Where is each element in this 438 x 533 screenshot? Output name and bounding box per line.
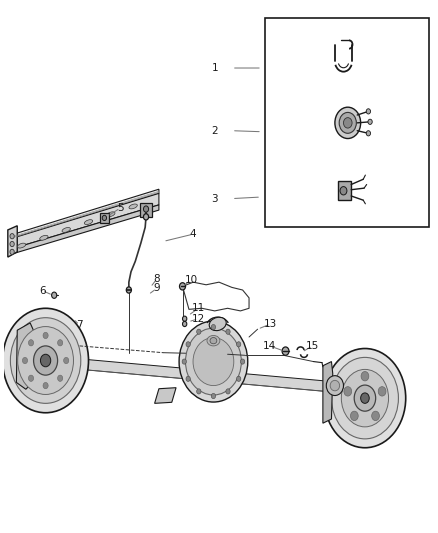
Circle shape	[102, 215, 106, 221]
Text: 2: 2	[212, 126, 218, 136]
Ellipse shape	[107, 212, 115, 217]
Ellipse shape	[40, 236, 48, 240]
Text: 12: 12	[192, 314, 205, 324]
Polygon shape	[14, 189, 159, 238]
Circle shape	[378, 386, 386, 396]
Ellipse shape	[330, 381, 339, 391]
Ellipse shape	[209, 317, 226, 330]
Circle shape	[211, 393, 215, 399]
Circle shape	[10, 233, 14, 239]
Circle shape	[282, 347, 289, 356]
Circle shape	[361, 372, 369, 381]
Circle shape	[237, 342, 241, 347]
Circle shape	[226, 389, 230, 394]
Text: 3: 3	[212, 193, 218, 204]
Circle shape	[144, 214, 148, 220]
Circle shape	[360, 393, 369, 403]
Circle shape	[366, 131, 371, 136]
Text: 10: 10	[184, 275, 198, 285]
Circle shape	[43, 383, 48, 389]
Text: 11: 11	[192, 303, 205, 313]
Ellipse shape	[186, 328, 241, 395]
Circle shape	[144, 206, 148, 212]
Circle shape	[186, 342, 190, 347]
Polygon shape	[14, 193, 159, 248]
Polygon shape	[52, 357, 331, 392]
Circle shape	[3, 308, 88, 413]
Text: 13: 13	[264, 319, 277, 329]
Circle shape	[126, 287, 131, 293]
Circle shape	[183, 321, 187, 327]
Circle shape	[57, 375, 63, 382]
Circle shape	[237, 376, 241, 382]
Circle shape	[372, 411, 379, 421]
Text: 6: 6	[39, 286, 46, 295]
Circle shape	[368, 119, 372, 124]
Ellipse shape	[207, 335, 220, 346]
Ellipse shape	[85, 220, 93, 224]
Text: 8: 8	[153, 274, 160, 284]
Circle shape	[350, 411, 358, 421]
Circle shape	[341, 369, 389, 427]
Circle shape	[226, 329, 230, 334]
Circle shape	[57, 340, 63, 346]
Ellipse shape	[179, 321, 248, 402]
Circle shape	[34, 346, 58, 375]
Circle shape	[28, 340, 34, 346]
Circle shape	[22, 358, 28, 364]
Circle shape	[11, 318, 81, 403]
Circle shape	[340, 187, 347, 195]
Circle shape	[332, 358, 399, 439]
Circle shape	[344, 386, 352, 396]
Circle shape	[10, 249, 14, 254]
Circle shape	[240, 359, 245, 364]
Polygon shape	[338, 181, 351, 200]
Circle shape	[28, 375, 34, 382]
Circle shape	[10, 241, 14, 247]
Circle shape	[197, 389, 201, 394]
Text: 9: 9	[153, 284, 160, 294]
Ellipse shape	[326, 376, 343, 395]
Circle shape	[182, 359, 187, 364]
Polygon shape	[16, 323, 35, 389]
Circle shape	[211, 325, 215, 330]
Circle shape	[64, 358, 69, 364]
Circle shape	[52, 292, 57, 298]
Polygon shape	[323, 361, 333, 423]
Text: 7: 7	[76, 320, 83, 330]
Polygon shape	[140, 203, 152, 217]
Ellipse shape	[210, 337, 217, 344]
Ellipse shape	[193, 337, 234, 385]
Text: 15: 15	[306, 341, 319, 351]
Polygon shape	[8, 226, 17, 257]
Bar	[265, 19, 429, 228]
Polygon shape	[14, 205, 159, 254]
Circle shape	[40, 354, 51, 367]
Circle shape	[180, 282, 186, 290]
Circle shape	[339, 112, 357, 133]
Text: 14: 14	[263, 341, 276, 351]
Polygon shape	[100, 213, 109, 223]
Text: 1: 1	[212, 63, 218, 73]
Circle shape	[197, 329, 201, 334]
Ellipse shape	[18, 243, 26, 248]
Circle shape	[18, 327, 74, 394]
Text: 5: 5	[117, 203, 124, 213]
Ellipse shape	[62, 228, 71, 232]
Circle shape	[354, 385, 376, 411]
Circle shape	[366, 109, 371, 114]
Circle shape	[186, 376, 190, 382]
Polygon shape	[155, 387, 176, 403]
Text: 4: 4	[190, 229, 197, 239]
Circle shape	[343, 118, 352, 128]
Ellipse shape	[129, 204, 138, 209]
Circle shape	[43, 332, 48, 338]
Circle shape	[324, 349, 406, 448]
Circle shape	[183, 316, 187, 321]
Circle shape	[335, 107, 360, 139]
